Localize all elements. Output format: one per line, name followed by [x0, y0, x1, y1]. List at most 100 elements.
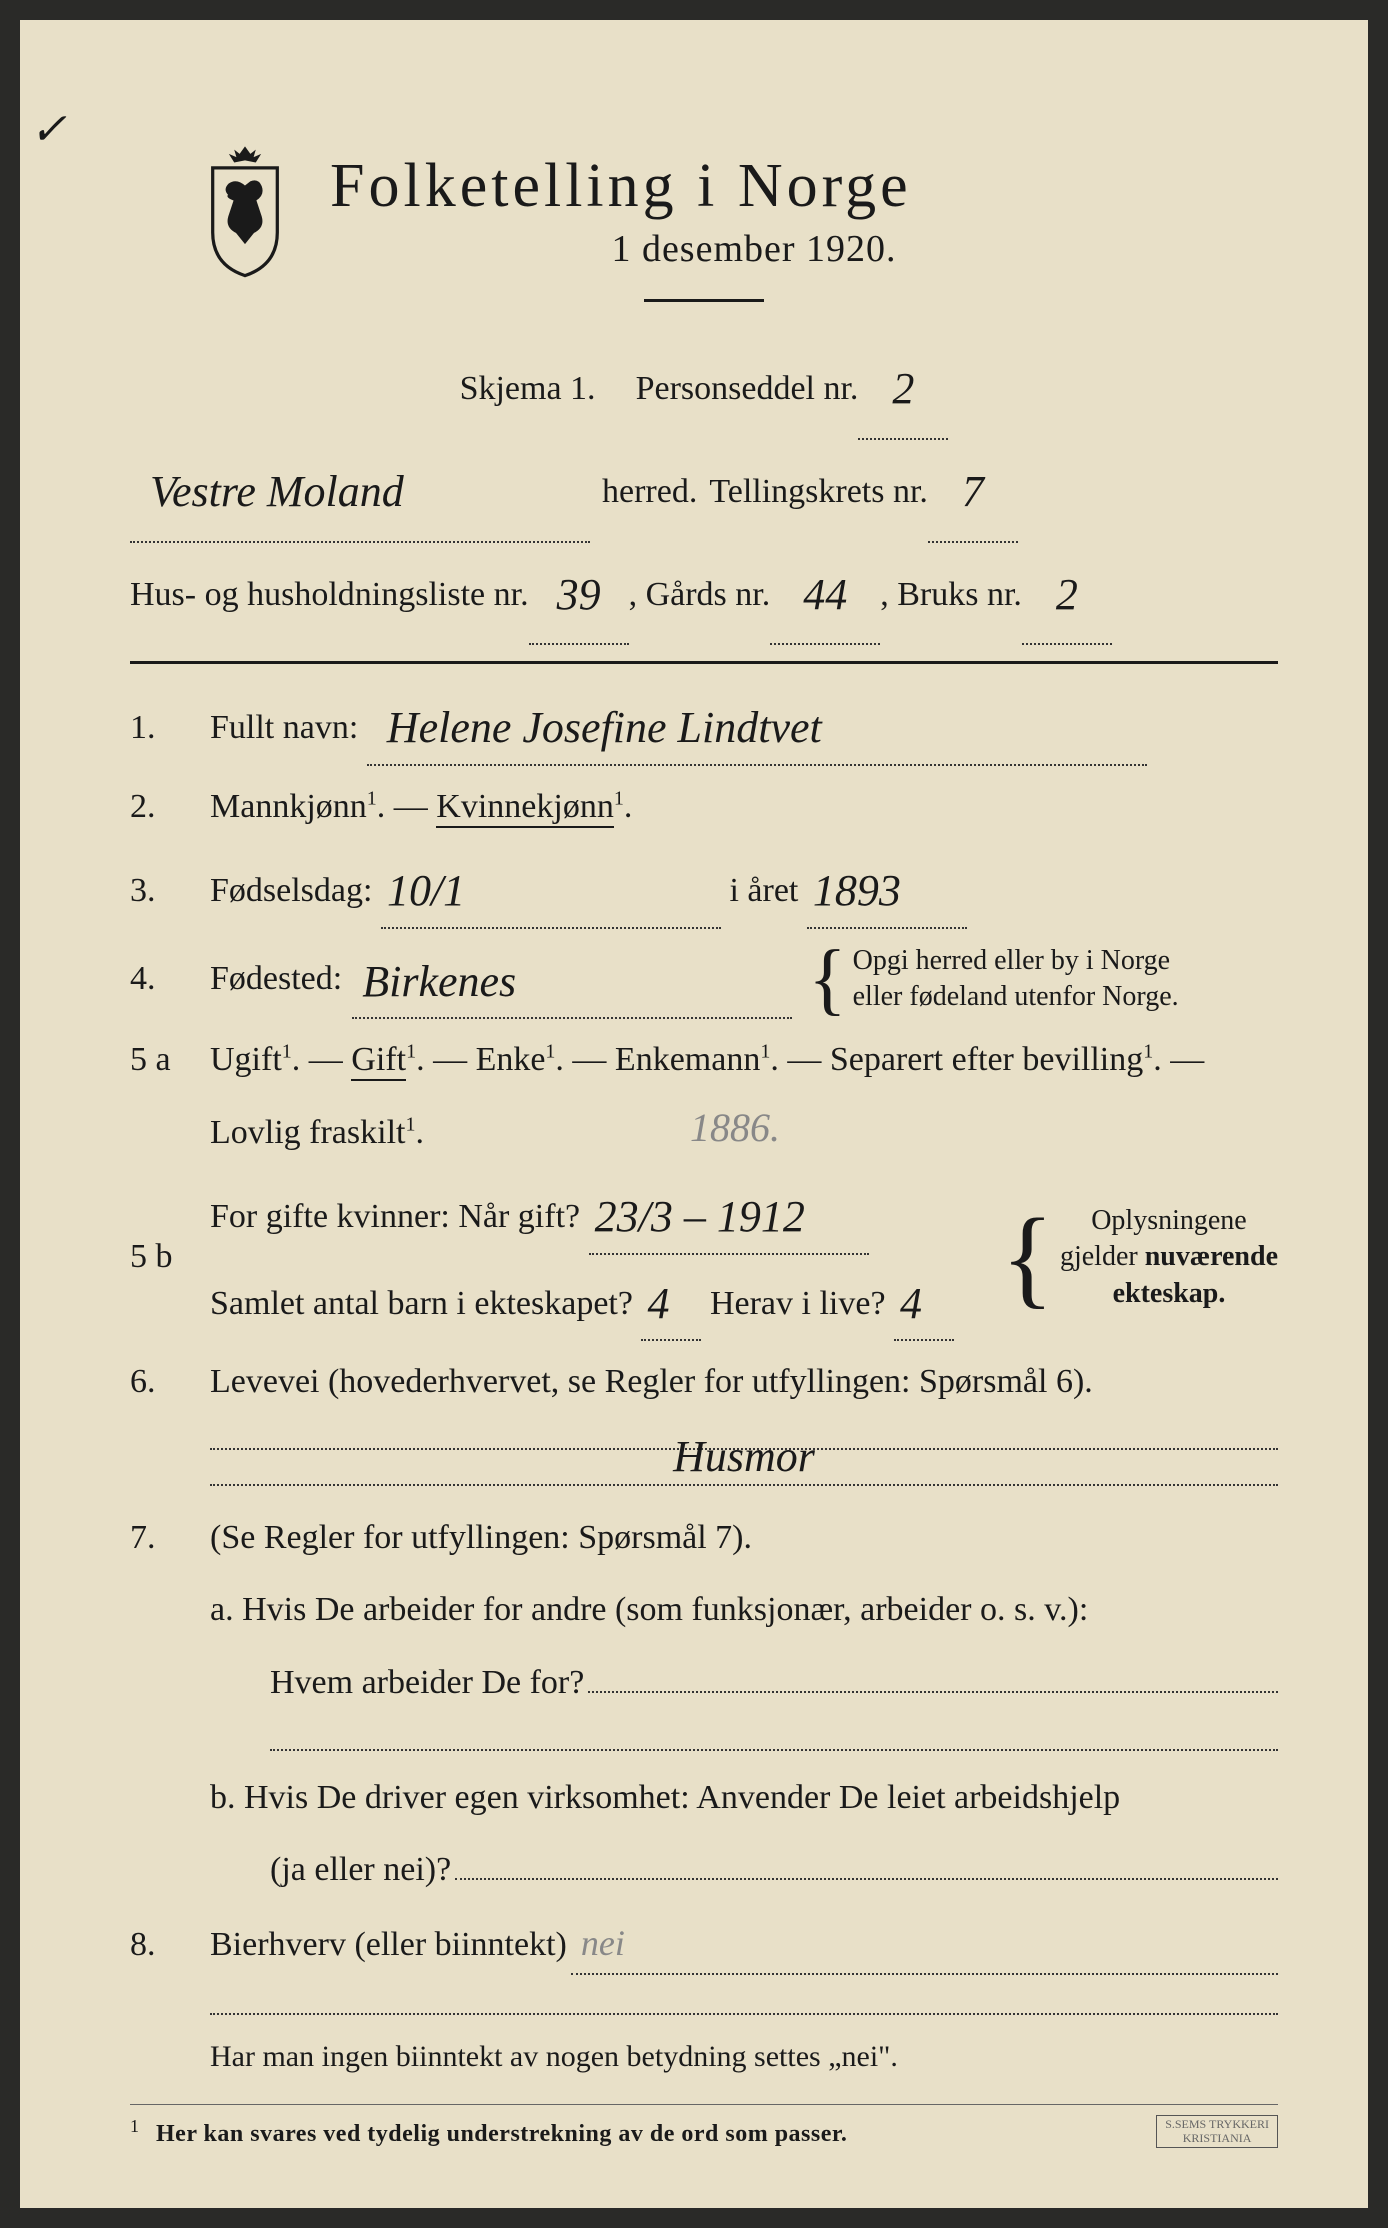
q1-label: Fullt navn: [210, 709, 358, 746]
q5b-live: 4 [894, 1269, 954, 1341]
herred-value: Vestre Moland [130, 444, 590, 543]
herred-label: herred. [602, 455, 697, 530]
q8-value-line: nei [571, 1915, 1278, 1975]
husliste-label: Hus- og husholdningsliste nr. [130, 558, 529, 633]
q5a-ugift: Ugift [210, 1041, 282, 1078]
q7-num: 7. [130, 1511, 210, 1565]
q3-label: Fødselsdag: [210, 872, 372, 909]
q6-label: Levevei (hovederhvervet, se Regler for u… [210, 1355, 1278, 1409]
q5b-barn: 4 [641, 1269, 701, 1341]
q2-mann: Mannkjønn [210, 788, 367, 825]
main-title: Folketelling i Norge [330, 151, 1278, 222]
q2-row: 2. Mannkjønn1. — Kvinnekjønn1. [130, 780, 1278, 834]
bruks-nr: 2 [1022, 547, 1112, 646]
tellingskrets-nr: 7 [928, 444, 1018, 543]
q7a-sub-row: Hvem arbeider De for? [270, 1656, 1278, 1710]
q5a-row: 5 a Ugift1. — Gift1. — Enke1. — Enkemann… [130, 1033, 1278, 1087]
gards-label: , Gårds nr. [629, 558, 771, 633]
q6-row: 6. Levevei (hovederhvervet, se Regler fo… [130, 1355, 1278, 1409]
q7a-blank [588, 1691, 1278, 1693]
q5b-side2-a: gjelder [1060, 1241, 1145, 1272]
q5b-num: 5 b [130, 1230, 210, 1284]
divider [644, 299, 764, 302]
q8-value: nei [581, 1923, 625, 1963]
footnote: Her kan svares ved tydelig understreknin… [156, 2121, 847, 2147]
q6-value-line: Husmor [210, 1427, 1278, 1449]
footnote-bar: 1 Her kan svares ved tydelig understrekn… [130, 2104, 1278, 2147]
q5b-label: For gifte kvinner: Når gift? [210, 1198, 580, 1235]
q4-side2: eller fødeland utenfor Norge. [853, 979, 1179, 1015]
q3-num: 3. [130, 864, 210, 918]
q5a-fraskilt: Lovlig fraskilt [210, 1114, 405, 1151]
q7-row: 7. (Se Regler for utfyllingen: Spørsmål … [130, 1511, 1278, 1565]
q5a-num: 5 a [130, 1033, 210, 1087]
q4-brace: { Opgi herred eller by i Norge eller fød… [802, 943, 1178, 1016]
q8-label: Bierhverv (eller biinntekt) [210, 1918, 567, 1972]
q1-row: 1. Fullt navn: Helene Josefine Lindtvet [130, 689, 1278, 761]
subtitle: 1 desember 1920. [230, 227, 1278, 271]
q7b-sub: (ja eller nei)? [270, 1843, 451, 1897]
husliste-nr: 39 [529, 547, 629, 646]
q7b-row: b. Hvis De driver egen virksomhet: Anven… [210, 1771, 1278, 1825]
q5b-side2-b: nuværende [1145, 1241, 1278, 1272]
skjema-line: Skjema 1. Personseddel nr. 2 [130, 337, 1278, 436]
q4-num: 4. [130, 952, 210, 1006]
q3-year-label: i året [729, 872, 798, 909]
q5b-live-label: Herav i live? [710, 1285, 886, 1322]
q7a-sub: Hvem arbeider De for? [270, 1656, 584, 1710]
q6-value: Husmor [673, 1432, 815, 1481]
main-divider [130, 661, 1278, 664]
gards-nr: 44 [770, 547, 880, 646]
q5a-enke: Enke [476, 1041, 546, 1078]
q1-num: 1. [130, 701, 210, 755]
q5a-separert: Separert efter bevilling [830, 1041, 1143, 1078]
q2-kvinne: Kvinnekjønn [436, 788, 614, 828]
q1-value: Helene Josefine Lindtvet [367, 693, 1147, 765]
footnote-num: 1 [130, 2116, 140, 2136]
q8-blank [210, 1993, 1278, 2015]
herred-line: Vestre Moland herred. Tellingskrets nr. … [130, 440, 1278, 539]
checkmark: ✓ [30, 105, 67, 154]
q4-value: Birkenes [352, 947, 792, 1019]
q5b-barn-label: Samlet antal barn i ekteskapet? [210, 1285, 633, 1322]
q3-year: 1893 [807, 856, 967, 928]
q3-day: 10/1 [381, 856, 721, 928]
q3-row: 3. Fødselsdag: 10/1 i året 1893 [130, 852, 1278, 924]
q5b-side1: Oplysningene [1060, 1203, 1278, 1239]
q2-num: 2. [130, 780, 210, 834]
q7a-row: a. Hvis De arbeider for andre (som funks… [210, 1583, 1278, 1637]
census-form-page: ✓ Folketelling i Norge 1 desember 1920. … [20, 20, 1368, 2208]
q5a-pencil: 1886. [690, 1096, 780, 1160]
stamp-line2: KRISTIANIA [1165, 2132, 1269, 2145]
q5b-row: 5 b For gifte kvinner: Når gift? 23/3 – … [130, 1178, 1278, 1337]
printer-stamp: S.SEMS TRYKKERI KRISTIANIA [1156, 2115, 1278, 2147]
header: Folketelling i Norge 1 desember 1920. [190, 151, 1278, 281]
tellingskrets-label: Tellingskrets nr. [709, 455, 928, 530]
q5a-row2: Lovlig fraskilt1. 1886. [130, 1106, 1278, 1160]
q5b-side3: ekteskap. [1113, 1278, 1226, 1309]
note: Har man ingen biinntekt av nogen betydni… [210, 2040, 1278, 2074]
q7b-blank [455, 1878, 1278, 1880]
bruks-label: , Bruks nr. [880, 558, 1022, 633]
q7a-blank2 [270, 1728, 1278, 1750]
q6-num: 6. [130, 1355, 210, 1409]
q4-row: 4. Fødested: Birkenes { Opgi herred elle… [130, 943, 1278, 1016]
q7-label: (Se Regler for utfyllingen: Spørsmål 7). [210, 1511, 1278, 1565]
q5a-enkemann: Enkemann [615, 1041, 760, 1078]
personseddel-label: Personseddel nr. [636, 352, 859, 427]
stamp-line1: S.SEMS TRYKKERI [1165, 2118, 1269, 2131]
q4-side1: Opgi herred eller by i Norge [853, 943, 1179, 979]
skjema-label: Skjema 1. [460, 352, 596, 427]
q5b-brace: { Oplysningene gjelder nuværende ekteska… [995, 1203, 1278, 1312]
title-block: Folketelling i Norge 1 desember 1920. [330, 151, 1278, 271]
personseddel-nr: 2 [858, 341, 948, 440]
q8-row: 8. Bierhverv (eller biinntekt) nei [130, 1915, 1278, 1975]
q4-label: Fødested: [210, 952, 342, 1006]
q7b-sub-row: (ja eller nei)? [270, 1843, 1278, 1897]
q8-num: 8. [130, 1918, 210, 1972]
q5a-gift: Gift [351, 1041, 406, 1081]
q7b-label: b. Hvis De driver egen virksomhet: Anven… [210, 1771, 1278, 1825]
husliste-line: Hus- og husholdningsliste nr. 39 , Gårds… [130, 543, 1278, 642]
q7a-label: a. Hvis De arbeider for andre (som funks… [210, 1583, 1278, 1637]
q5b-gift-date: 23/3 – 1912 [589, 1182, 869, 1254]
